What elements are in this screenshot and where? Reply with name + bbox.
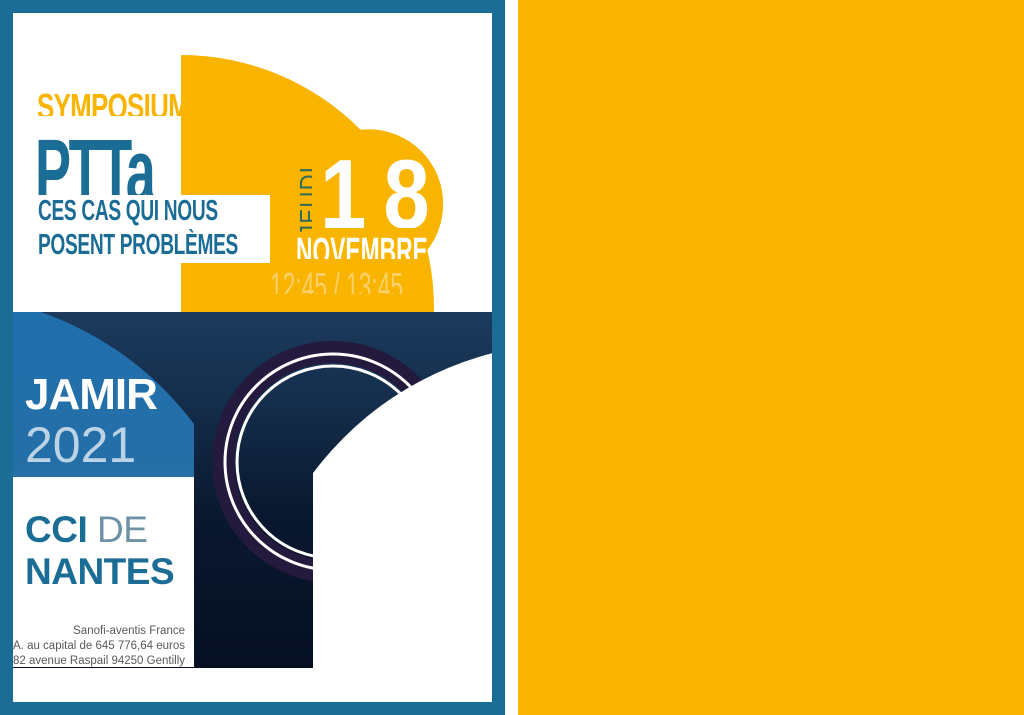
svg-text:CCI DE: CCI DE	[25, 509, 147, 550]
svg-text:NANTES: NANTES	[25, 551, 174, 592]
svg-text:2021: 2021	[25, 417, 136, 473]
svg-text:S.A. au capital de 645 776,64: S.A. au capital de 645 776,64 euros	[13, 640, 185, 652]
svg-text:Sanofi-aventis France: Sanofi-aventis France	[73, 625, 185, 637]
svg-text:JAMIR: JAMIR	[25, 370, 157, 419]
svg-text:82 avenue Raspail 94250 Gentil: 82 avenue Raspail 94250 Gentilly	[13, 655, 185, 667]
